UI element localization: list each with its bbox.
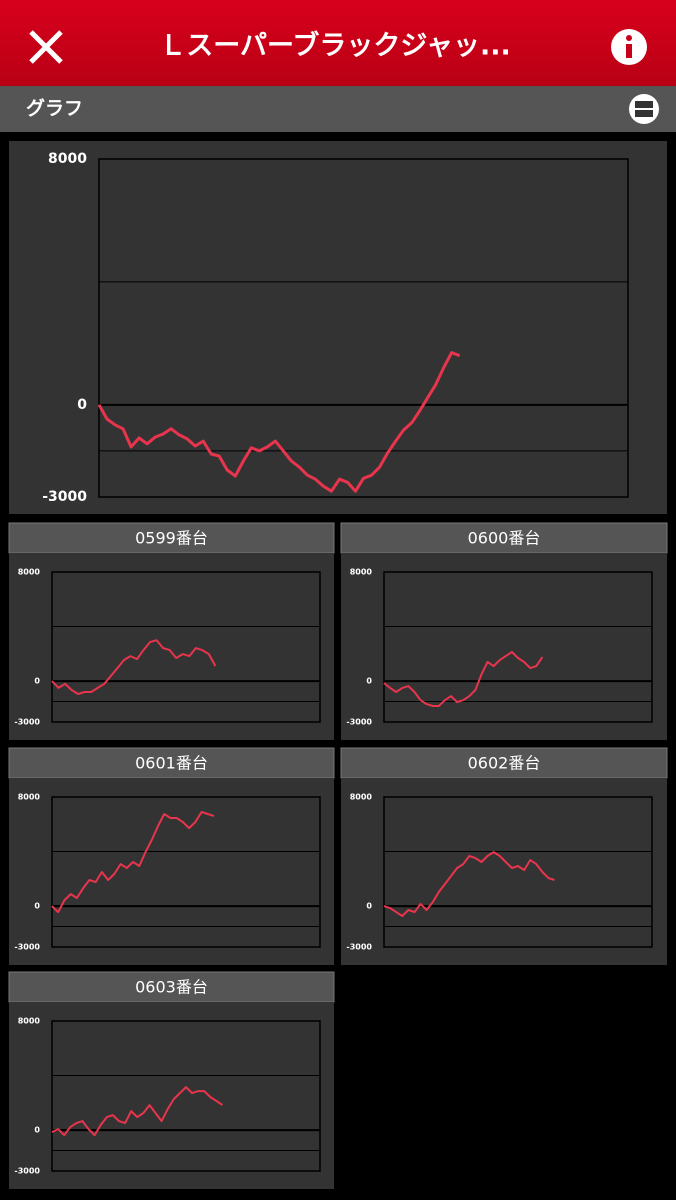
y-tick-label: -3000: [346, 718, 372, 727]
y-tick-label: 8000: [350, 568, 373, 577]
info-button[interactable]: [611, 29, 647, 65]
y-tick-label: -3000: [14, 1167, 40, 1176]
data-line: [383, 651, 544, 707]
close-button[interactable]: [29, 30, 63, 64]
header-bar: [0, 0, 676, 86]
collapse-button[interactable]: [629, 94, 659, 124]
section-bar: [0, 86, 676, 132]
panel-title: 0600番台: [468, 529, 541, 548]
plot-area: [98, 158, 629, 498]
data-line: [51, 639, 217, 695]
panel-title: 0602番台: [468, 754, 541, 773]
y-tick-label: 0: [34, 1126, 40, 1135]
panel-title: 0601番台: [135, 754, 208, 773]
y-tick-label: 8000: [48, 151, 87, 167]
data-line: [51, 1086, 224, 1137]
panel-title-bar: [8, 971, 335, 1003]
y-tick-label: 8000: [18, 1017, 41, 1026]
y-tick-label: -3000: [42, 489, 87, 505]
data-line: [383, 851, 555, 917]
panel-title: 0603番台: [135, 978, 208, 997]
y-tick-label: 8000: [18, 793, 41, 802]
panel-title-bar: [8, 522, 335, 554]
panel-title-bar: [340, 747, 668, 779]
y-tick-label: 0: [366, 677, 372, 686]
y-tick-label: -3000: [346, 943, 372, 952]
y-tick-label: 0: [77, 397, 87, 413]
y-tick-label: 0: [366, 902, 372, 911]
y-tick-label: 0: [34, 677, 40, 686]
data-line: [97, 351, 461, 493]
panel-title: 0599番台: [135, 529, 208, 548]
panel-title-bar: [340, 522, 668, 554]
y-tick-label: -3000: [14, 718, 40, 727]
section-title: グラフ: [26, 97, 83, 120]
plot-area: [383, 571, 653, 723]
plot-area: [51, 571, 321, 723]
plot-area: [383, 796, 653, 948]
data-line: [51, 811, 215, 914]
y-tick-label: 8000: [18, 568, 41, 577]
plot-area: [51, 796, 321, 948]
header-title: Ｌスーパーブラックジャッ...: [159, 30, 511, 62]
y-tick-label: 0: [34, 902, 40, 911]
panel-title-bar: [8, 747, 335, 779]
y-tick-label: 8000: [350, 793, 373, 802]
y-tick-label: -3000: [14, 943, 40, 952]
plot-area: [51, 1020, 321, 1172]
